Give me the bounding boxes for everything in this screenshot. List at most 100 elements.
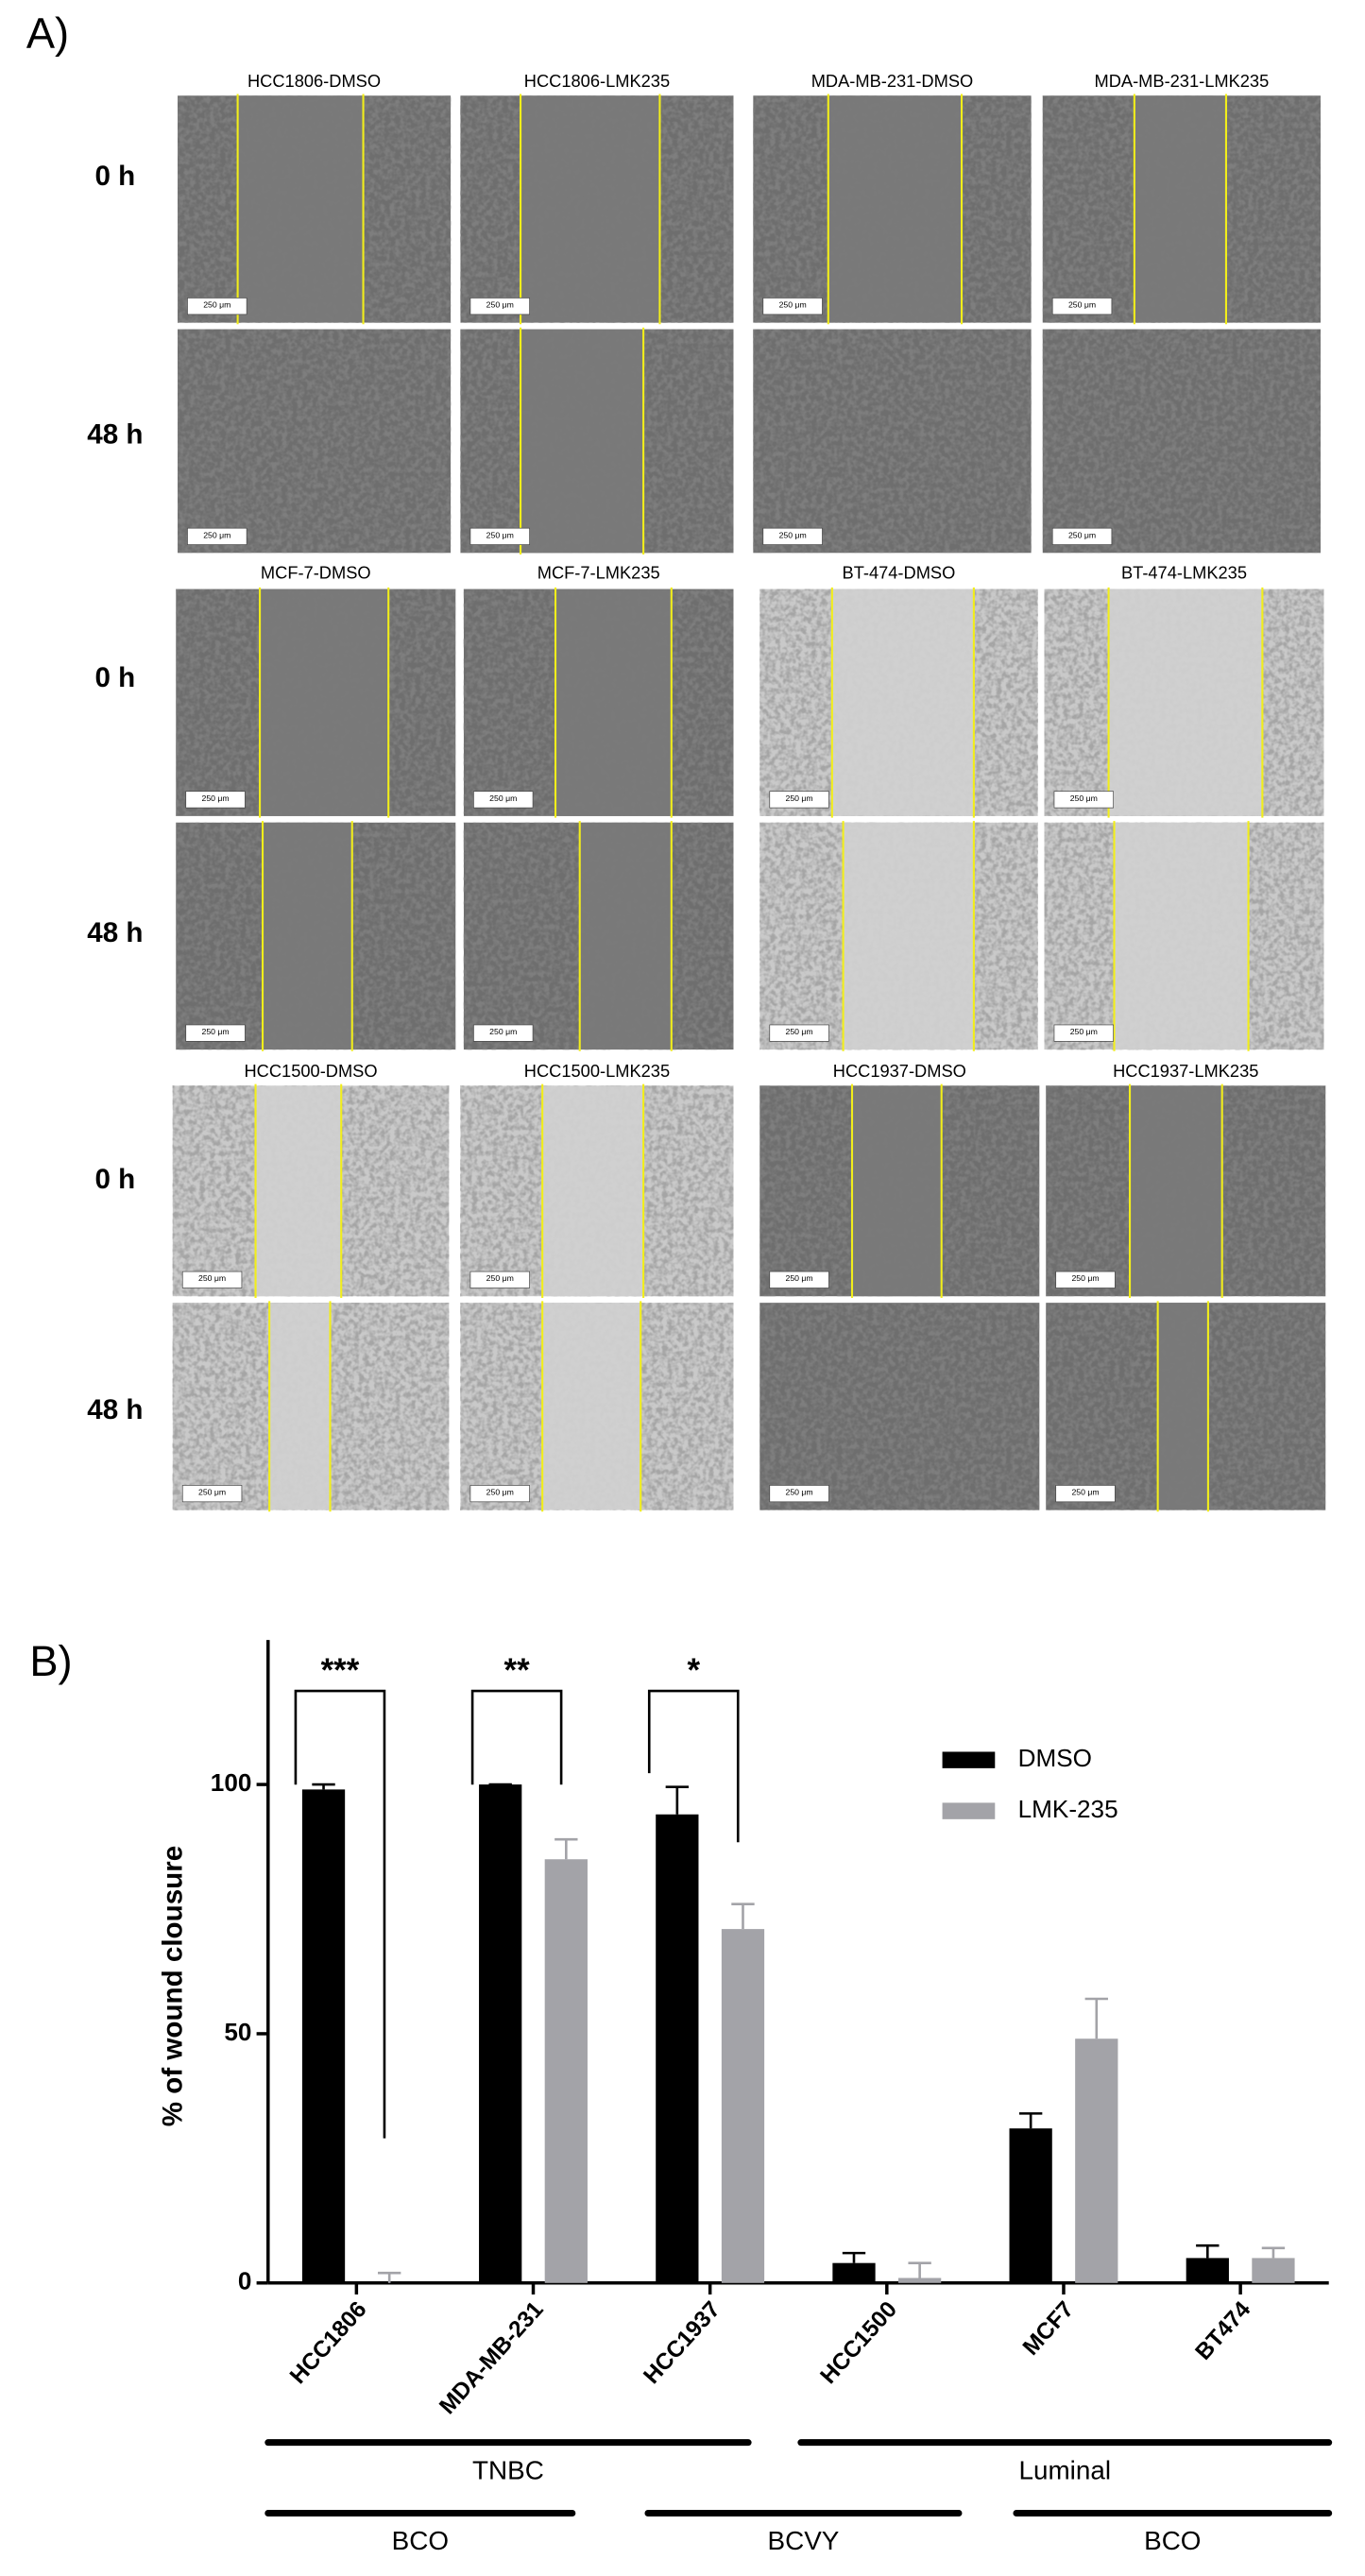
scale-bar-box	[469, 298, 530, 316]
scale-bar-box	[469, 1485, 530, 1503]
scale-bar-box	[187, 298, 247, 316]
scale-bar-label: 250 μm	[486, 300, 514, 310]
bar	[656, 1814, 699, 2283]
image-title: HCC1500-LMK235	[524, 1061, 670, 1081]
x-tick-label: MDA-MB-231	[435, 2296, 549, 2419]
panel-a-label: A)	[26, 9, 69, 58]
y-tick-label: 50	[224, 2018, 251, 2046]
time-label: 0 h	[94, 161, 135, 192]
cell-texture	[178, 329, 452, 554]
image-title: MDA-MB-231-LMK235	[1095, 71, 1270, 91]
significance-label: ***	[321, 1652, 360, 1689]
x-tick-label: HCC1500	[815, 2296, 902, 2389]
significance-bracket	[647, 1689, 740, 1843]
scale-bar-label: 250 μm	[1070, 1027, 1098, 1036]
wound-area	[255, 1085, 342, 1297]
legend-swatch	[942, 1751, 996, 1768]
cell-texture	[1042, 329, 1321, 554]
scale-bar-label: 250 μm	[786, 793, 813, 803]
significance-bracket	[294, 1689, 386, 2139]
wound-area	[828, 95, 963, 323]
scale-bar-label: 250 μm	[1071, 1273, 1099, 1283]
scale-bar-box	[1051, 298, 1113, 316]
scale-bar-box	[1053, 1024, 1114, 1042]
image-title: MCF-7-DMSO	[261, 563, 371, 583]
image-title: HCC1937-DMSO	[833, 1061, 966, 1081]
wound-area	[263, 822, 352, 1050]
scale-bar-box	[1055, 1485, 1116, 1503]
scale-bar-label: 250 μm	[1071, 1488, 1099, 1497]
scale-bar-label: 250 μm	[198, 1488, 226, 1497]
x-tick-label: HCC1806	[285, 2296, 372, 2389]
group-label: BCVY	[768, 2526, 840, 2555]
time-label: 48 h	[87, 1394, 143, 1425]
wound-area	[269, 1303, 331, 1510]
wound-area	[1108, 589, 1263, 816]
wound-area	[520, 95, 660, 323]
cell-texture	[753, 329, 1032, 554]
scale-bar-label: 250 μm	[201, 793, 229, 803]
scale-bar-box	[1055, 1271, 1116, 1288]
scale-bar-label: 250 μm	[486, 1488, 514, 1497]
scale-bar-label: 250 μm	[486, 1273, 514, 1283]
time-label: 0 h	[94, 1164, 135, 1195]
image-title: HCC1806-LMK235	[524, 71, 670, 91]
bar	[1186, 2258, 1229, 2283]
group-label: TNBC	[472, 2455, 544, 2484]
wound-area	[831, 589, 974, 816]
time-label: 48 h	[87, 418, 143, 450]
scale-bar-box	[769, 1485, 829, 1503]
scale-bar-box	[185, 1024, 246, 1042]
image-title: MCF-7-LMK235	[537, 563, 660, 583]
time-label: 48 h	[87, 917, 143, 948]
scale-bar-label: 250 μm	[786, 1273, 813, 1283]
bar	[544, 1859, 588, 2283]
wound-area	[1134, 95, 1226, 323]
wound-area	[520, 329, 644, 554]
image-title: BT-474-LMK235	[1121, 563, 1247, 583]
wound-area	[851, 1085, 942, 1297]
significance-label: *	[687, 1652, 700, 1689]
legend-swatch	[942, 1802, 996, 1819]
y-tick-label: 0	[238, 2267, 252, 2295]
wound-area	[542, 1303, 641, 1510]
bar	[1252, 2258, 1295, 2283]
scale-bar-label: 250 μm	[779, 530, 807, 539]
image-title: MDA-MB-231-DMSO	[811, 71, 974, 91]
panel-b-label: B)	[29, 1637, 72, 1685]
image-title: BT-474-DMSO	[843, 563, 956, 583]
bar	[301, 1789, 346, 2283]
wound-area	[237, 95, 364, 323]
bar	[832, 2262, 876, 2283]
image-title: HCC1500-DMSO	[244, 1061, 377, 1081]
scale-bar-box	[1051, 527, 1113, 545]
y-tick-label: 100	[211, 1768, 252, 1797]
scale-bar-box	[769, 791, 829, 809]
scale-bar-label: 250 μm	[489, 1027, 517, 1036]
x-tick-label: MCF7	[1018, 2296, 1079, 2360]
significance-bracket	[470, 1689, 563, 1785]
scale-bar-label: 250 μm	[198, 1273, 226, 1283]
bar	[1075, 2039, 1118, 2283]
significance-label: **	[504, 1652, 531, 1689]
bar	[479, 1784, 522, 2283]
x-tick-label: HCC1937	[639, 2296, 725, 2389]
bar	[898, 2277, 942, 2283]
legend-label: LMK-235	[1018, 1795, 1118, 1823]
wound-area	[260, 589, 389, 816]
group-label: BCO	[392, 2526, 449, 2555]
y-axis-label: % of wound clousure	[157, 1846, 188, 2126]
bar	[721, 1929, 765, 2283]
scale-bar-box	[762, 298, 823, 316]
scale-bar-label: 250 μm	[203, 530, 230, 539]
wound-area	[843, 822, 974, 1050]
scale-bar-box	[762, 527, 823, 545]
scale-bar-label: 250 μm	[486, 530, 514, 539]
scale-bar-label: 250 μm	[786, 1488, 813, 1497]
wound-area	[1157, 1303, 1208, 1510]
scale-bar-box	[181, 1485, 243, 1503]
scale-bar-box	[473, 791, 534, 809]
scale-bar-box	[469, 1271, 530, 1288]
x-tick-label: BT474	[1190, 2296, 1255, 2365]
